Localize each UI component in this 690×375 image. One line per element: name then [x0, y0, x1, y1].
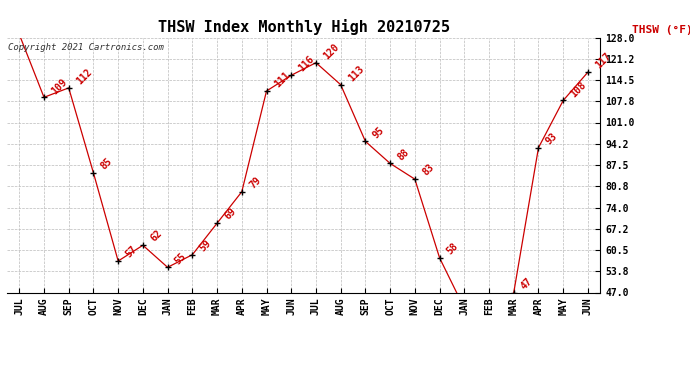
Text: 111: 111 [272, 70, 292, 90]
Text: 57: 57 [124, 244, 139, 260]
Text: 58: 58 [445, 241, 460, 256]
Text: 59: 59 [198, 238, 213, 254]
Text: 120: 120 [322, 42, 341, 61]
Text: THSW (°F): THSW (°F) [631, 25, 690, 35]
Text: 79: 79 [247, 175, 263, 190]
Text: 42: 42 [0, 374, 1, 375]
Text: 47: 47 [520, 276, 535, 291]
Text: 69: 69 [223, 207, 238, 222]
Text: 109: 109 [50, 76, 69, 96]
Text: 95: 95 [371, 124, 386, 140]
Text: 88: 88 [395, 147, 411, 162]
Text: 113: 113 [346, 64, 366, 83]
Text: 108: 108 [569, 80, 589, 99]
Text: 93: 93 [544, 131, 560, 146]
Title: THSW Index Monthly High 20210725: THSW Index Monthly High 20210725 [157, 19, 450, 35]
Text: 62: 62 [148, 228, 164, 244]
Text: 129: 129 [0, 374, 1, 375]
Text: 116: 116 [297, 54, 316, 74]
Text: 117: 117 [593, 51, 613, 71]
Text: 83: 83 [420, 162, 436, 178]
Text: 55: 55 [173, 251, 188, 266]
Text: Copyright 2021 Cartronics.com: Copyright 2021 Cartronics.com [8, 43, 164, 52]
Text: 112: 112 [75, 67, 94, 87]
Text: 29: 29 [0, 374, 1, 375]
Text: 85: 85 [99, 156, 115, 171]
